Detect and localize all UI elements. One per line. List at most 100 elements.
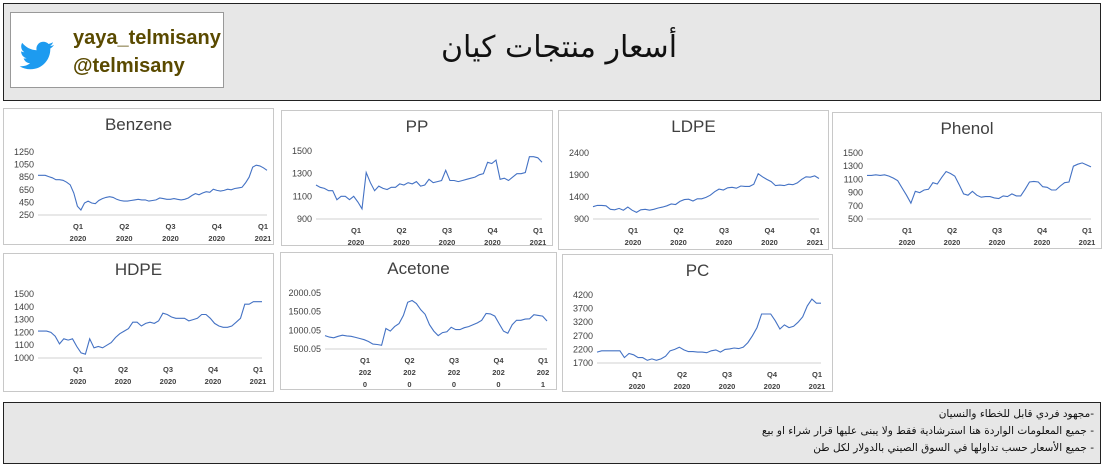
x-tick-label: Q4 (764, 226, 775, 235)
x-tick-label: 2021 (807, 238, 824, 247)
price-series-line (596, 298, 821, 361)
y-tick-label: 1050 (14, 160, 34, 170)
y-tick-label: 900 (297, 214, 312, 224)
y-tick-label: 2000.05 (288, 288, 321, 298)
chart-title: PP (405, 117, 429, 136)
x-tick-label: Q1 (351, 226, 361, 235)
x-tick-label: 2020 (716, 238, 733, 247)
x-tick-label: 0 (363, 380, 367, 389)
x-tick-label: Q2 (677, 370, 687, 379)
x-tick-label: 2020 (670, 238, 687, 247)
x-tick-label: 2020 (629, 382, 646, 391)
y-tick-label: 850 (19, 172, 34, 182)
benzene-chart-panel: Benzene 1250 1050 850 650 450 250 Q1 2020 Q2 2020… (3, 108, 274, 245)
y-tick-label: 1500.05 (288, 307, 321, 317)
pp-chart: 1500 1300 1100 900 Q1 2020 Q2 2020 Q3 2020 Q4 2020 Q… (292, 146, 547, 247)
y-tick-label: 2400 (569, 148, 589, 158)
y-tick-label: 1250 (14, 147, 34, 157)
x-tick-label: Q2 (947, 226, 957, 235)
x-tick-label: Q1 (628, 226, 638, 235)
chart-title: Acetone (387, 259, 450, 278)
x-tick-label: Q2 (118, 365, 128, 374)
x-tick-label: Q1 (258, 222, 268, 231)
x-tick-label: Q3 (442, 226, 452, 235)
x-tick-label: Q1 (632, 370, 642, 379)
x-tick-label: 2020 (348, 238, 365, 247)
handle-at[interactable]: @telmisany (73, 55, 185, 77)
x-tick-label: 2021 (255, 234, 272, 243)
x-tick-label: Q1 (812, 370, 822, 379)
chart-title: Benzene (104, 115, 173, 134)
pc-chart-panel: PC 4200 3700 3200 2700 2200 1700 Q1 2020 Q2 2020 Q… (562, 254, 833, 392)
x-tick-label: Q2 (396, 226, 406, 235)
x-tick-label: 202 (537, 368, 550, 377)
y-tick-label: 1400 (14, 302, 34, 312)
x-tick-label: Q4 (487, 226, 498, 235)
hdpe-chart: 1500 1400 1300 1200 1100 1000 Q1 2020 Q2 2020 Q3 20… (14, 289, 267, 386)
phenol-chart-panel: Phenol 1500 1300 1100 900 700 500 Q1 2020 Q2 2020… (832, 112, 1102, 249)
x-tick-label: Q2 (119, 222, 129, 231)
x-tick-label: 2020 (484, 238, 501, 247)
x-tick-label: Q3 (449, 356, 459, 365)
y-tick-label: 450 (19, 197, 34, 207)
handle-name[interactable]: yaya_telmisany (73, 27, 221, 49)
x-tick-label: Q4 (767, 370, 778, 379)
y-tick-label: 1500 (14, 289, 34, 299)
price-series-line (592, 172, 820, 214)
x-tick-label: 2020 (205, 377, 222, 386)
pc-chart: 4200 3700 3200 2700 2200 1700 Q1 2020 Q2 2020 Q3 20… (573, 290, 825, 391)
x-tick-label: Q1 (73, 222, 83, 231)
twitter-bird-icon (19, 41, 55, 70)
y-tick-label: 900 (848, 188, 863, 198)
x-tick-label: 2020 (944, 238, 961, 247)
y-tick-label: 1500 (843, 148, 863, 158)
x-tick-label: 2020 (719, 382, 736, 391)
x-tick-label: Q4 (208, 365, 219, 374)
x-tick-label: 0 (452, 380, 456, 389)
chart-title: Phenol (940, 119, 994, 138)
x-tick-label: Q1 (253, 365, 263, 374)
y-tick-label: 1900 (569, 170, 589, 180)
x-tick-label: Q3 (992, 226, 1002, 235)
x-tick-label: 2021 (250, 377, 267, 386)
pp-chart-panel: PP 1500 1300 1100 900 Q1 2020 Q2 2020 Q3 2020 Q4 20… (281, 110, 553, 247)
y-tick-label: 250 (19, 210, 34, 220)
x-tick-label: 2020 (439, 238, 456, 247)
price-series-line (38, 164, 268, 211)
price-series-line (867, 162, 1092, 205)
x-tick-label: Q4 (493, 356, 504, 365)
acetone-chart-panel: Acetone 2000.05 1500.05 1000.05 500.05 Q1 202… (280, 252, 557, 390)
x-tick-label: 2020 (674, 382, 691, 391)
x-tick-label: 2020 (160, 377, 177, 386)
y-tick-label: 1700 (573, 358, 593, 368)
price-series-line (324, 299, 548, 346)
disclaimer-line: -مجهود فردي قابل للخطاء والنسيان (938, 408, 1094, 420)
x-tick-label: 202 (448, 368, 461, 377)
ldpe-chart: 2400 1900 1400 900 Q1 2020 Q2 2020 Q3 2020 Q4 2020 Q… (569, 148, 824, 247)
y-tick-label: 1100 (15, 340, 34, 350)
y-tick-label: 1100 (844, 174, 863, 184)
x-tick-label: 2020 (162, 234, 179, 243)
chart-title: LDPE (671, 117, 716, 136)
y-tick-label: 3200 (573, 317, 593, 327)
x-tick-label: Q2 (673, 226, 683, 235)
x-tick-label: 2020 (761, 238, 778, 247)
x-tick-label: 2021 (530, 238, 547, 247)
x-tick-label: Q1 (902, 226, 912, 235)
y-tick-label: 700 (848, 201, 863, 211)
x-tick-label: 1 (541, 380, 545, 389)
disclaimer-line: - جميع المعلومات الواردة هنا استرشادية ف… (761, 425, 1094, 437)
x-tick-label: 2021 (1079, 238, 1096, 247)
x-tick-label: Q3 (719, 226, 729, 235)
x-tick-label: 2020 (116, 234, 133, 243)
benzene-chart: 1250 1050 850 650 450 250 Q1 2020 Q2 2020 Q3 2020 Q4… (14, 147, 272, 243)
x-tick-label: 0 (496, 380, 500, 389)
x-tick-label: Q1 (533, 226, 543, 235)
chart-title: PC (685, 261, 710, 280)
y-tick-label: 1300 (292, 169, 312, 179)
y-tick-label: 3700 (573, 304, 593, 314)
x-tick-label: 202 (492, 368, 505, 377)
y-tick-label: 2200 (573, 344, 593, 354)
y-tick-label: 500 (848, 214, 863, 224)
x-tick-label: 2020 (70, 377, 87, 386)
